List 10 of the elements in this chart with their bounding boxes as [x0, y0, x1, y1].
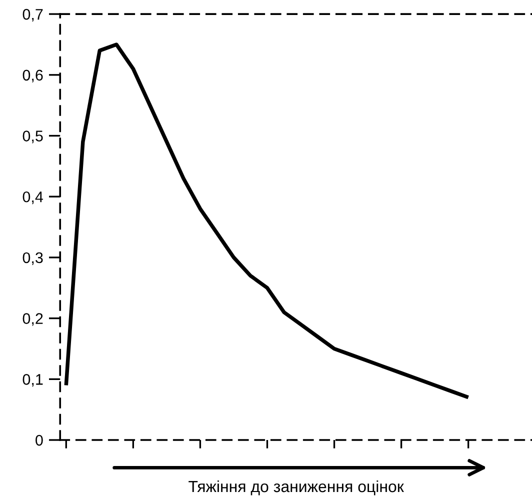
x-axis-title: Тяжіння до заниження оцінок	[188, 480, 404, 496]
y-tick-label: 0,2	[22, 313, 43, 326]
line-series	[64, 42, 470, 400]
y-tick-label: 0,6	[22, 70, 43, 82]
y-tick-label: 0,4	[22, 191, 44, 204]
y-tick-label: 0,1	[22, 374, 43, 387]
y-tick-label: 0,3	[22, 252, 43, 265]
y-tick-label: 0,5	[22, 130, 43, 144]
y-tick-label: 0,7	[22, 8, 43, 22]
y-tick-label: 0	[36, 434, 43, 446]
